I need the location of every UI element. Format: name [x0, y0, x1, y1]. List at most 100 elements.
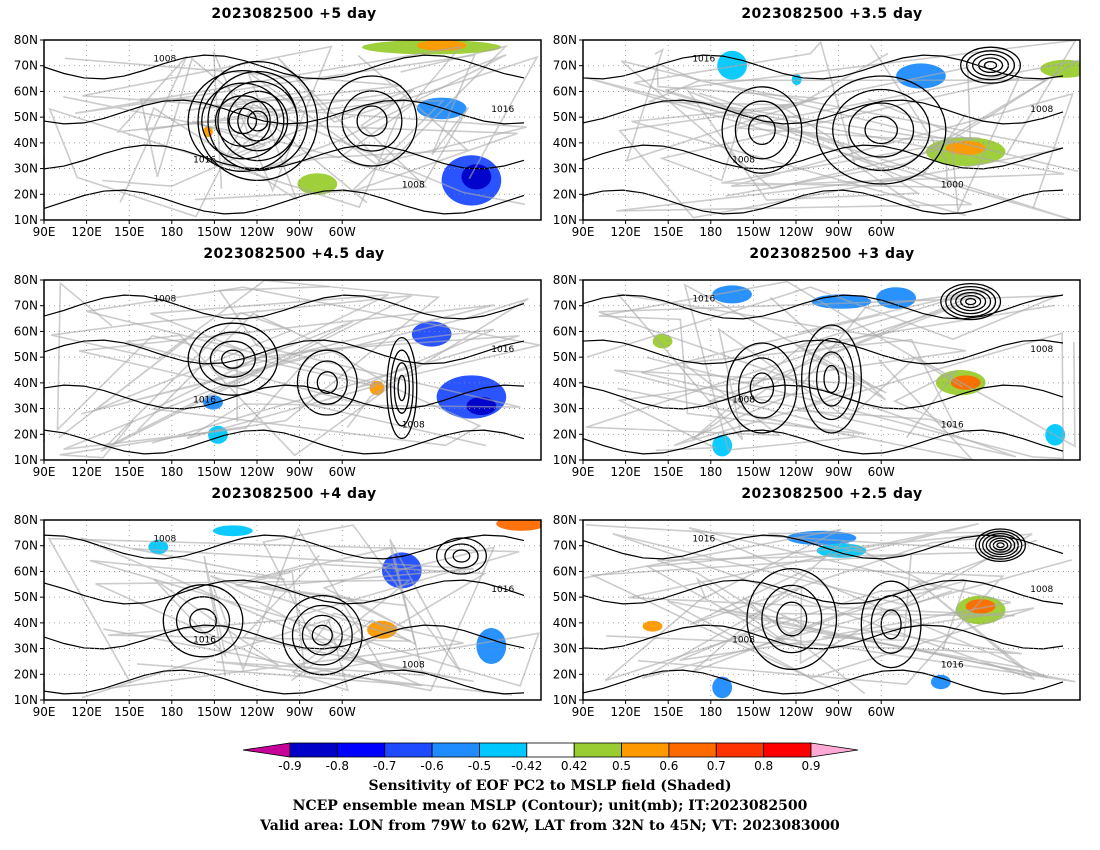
- lon-tick-label: 60W: [868, 225, 895, 239]
- lon-tick-label: 180: [160, 705, 183, 719]
- lon-tick-label: 60W: [868, 465, 895, 479]
- lon-tick-label: 120E: [610, 465, 641, 479]
- lat-tick-label: 40N: [14, 136, 38, 150]
- mslp-contour: [44, 669, 525, 695]
- lat-tick-label: 30N: [14, 162, 38, 176]
- mslp-contour: [940, 282, 1002, 321]
- sensitivity-shade: [1040, 59, 1080, 78]
- lat-tick-label: 80N: [14, 273, 38, 287]
- contour-label: 1016: [692, 535, 715, 545]
- mslp-contour: [983, 60, 998, 70]
- mslp-contour: [326, 75, 418, 167]
- lon-tick-label: 150W: [736, 705, 771, 719]
- sensitivity-shade: [203, 395, 223, 410]
- lon-tick-label: 90W: [825, 225, 852, 239]
- lat-tick-label: 60N: [553, 84, 577, 98]
- mslp-contour: [978, 530, 1023, 560]
- colorbar-box: [431, 742, 480, 758]
- coastline: [241, 546, 488, 683]
- mslp-contour: [960, 294, 982, 309]
- mslp-contour: [761, 584, 823, 654]
- mslp-contour: [390, 349, 414, 427]
- colorbar-label: -0.6: [420, 759, 443, 773]
- panel-title-4: 2023082500 +3 day: [749, 246, 915, 262]
- sensitivity-shade: [945, 140, 986, 156]
- lon-tick-label: 150W: [197, 465, 232, 479]
- sensitivity-shade: [652, 334, 673, 349]
- lat-tick-label: 70N: [14, 299, 38, 313]
- coastline: [625, 47, 967, 217]
- mslp-contour: [44, 534, 525, 560]
- lat-tick-label: 60N: [553, 324, 577, 338]
- mslp-contour: [734, 100, 790, 160]
- contour-label: 1008: [1030, 345, 1053, 355]
- mslp-contour: [311, 624, 333, 646]
- mslp-contour: [281, 594, 363, 676]
- map-frame: [43, 39, 542, 221]
- mslp-contour: [823, 364, 840, 394]
- sensitivity-shade: [876, 287, 916, 309]
- lat-tick-label: 60N: [14, 564, 38, 578]
- coastline: [103, 546, 496, 692]
- colorbar-label: 0.42: [561, 759, 588, 773]
- colorbar-box: [668, 742, 717, 758]
- map-panel-5: 1008 1016 1008 1016 80N 70N 60N 50N 40N 30N 20N 10N…: [14, 513, 542, 719]
- panel-title-1: 2023082500 +5 day: [211, 6, 377, 22]
- caption-line-2: NCEP ensemble mean MSLP (Contour); unit(…: [292, 798, 808, 814]
- mslp-contour: [393, 362, 410, 414]
- lat-tick-label: 20N: [553, 187, 577, 201]
- contour-label: 1016: [491, 105, 514, 115]
- mslp-contour: [291, 604, 353, 666]
- mslp-contour: [955, 291, 987, 312]
- colorbar-box: [289, 742, 338, 758]
- coastline: [63, 45, 476, 183]
- colorbar-box: [336, 742, 386, 758]
- lat-tick-label: 10N: [14, 213, 38, 227]
- lon-tick-label: 90E: [33, 465, 56, 479]
- mslp-contour: [201, 82, 285, 160]
- map-frame: [582, 39, 1081, 221]
- lon-tick-label: 60W: [329, 225, 356, 239]
- lon-tick-label: 180: [160, 465, 183, 479]
- contour-label: 1016: [193, 155, 216, 165]
- lon-tick-label: 60W: [329, 705, 356, 719]
- lon-tick-label: 180: [699, 705, 722, 719]
- mslp-contour: [44, 144, 525, 170]
- mslp-contour: [209, 340, 256, 378]
- mslp-contour: [860, 580, 922, 669]
- mslp-contour: [971, 53, 1010, 77]
- contour-label: 1008: [1030, 585, 1053, 595]
- lat-tick-label: 30N: [553, 402, 577, 416]
- mslp-contour: [989, 537, 1012, 553]
- lon-tick-label: 150E: [653, 465, 684, 479]
- mslp-contour: [189, 608, 217, 634]
- mslp-contour: [583, 144, 1064, 170]
- lat-tick-label: 30N: [14, 642, 38, 656]
- mslp-contour: [44, 624, 525, 650]
- lon-tick-label: 60W: [329, 465, 356, 479]
- contour-label: 1008: [153, 295, 176, 305]
- lon-tick-label: 90E: [33, 225, 56, 239]
- mslp-contour: [583, 384, 1064, 410]
- contour-label: 1008: [732, 155, 755, 165]
- mslp-contour: [801, 324, 862, 434]
- mslp-contour: [583, 99, 1064, 125]
- lat-tick-label: 70N: [553, 299, 577, 313]
- contour-label: 1016: [692, 55, 715, 65]
- lat-tick-label: 10N: [14, 693, 38, 707]
- lat-tick-label: 60N: [14, 84, 38, 98]
- mslp-contour: [776, 601, 808, 637]
- colorbar-box: [621, 742, 670, 758]
- lat-tick-label: 50N: [14, 110, 38, 124]
- mslp-contour: [726, 342, 798, 434]
- lon-tick-label: 150W: [197, 705, 232, 719]
- mslp-contour: [945, 285, 997, 318]
- contour-label: 1008: [402, 661, 425, 671]
- lon-tick-label: 120W: [779, 225, 814, 239]
- lon-tick-label: 120W: [240, 225, 275, 239]
- lat-tick-label: 40N: [553, 616, 577, 630]
- lon-tick-label: 90W: [286, 465, 313, 479]
- colorbar-box: [573, 742, 622, 758]
- lon-tick-label: 90W: [825, 705, 852, 719]
- colorbar-box: [763, 742, 812, 758]
